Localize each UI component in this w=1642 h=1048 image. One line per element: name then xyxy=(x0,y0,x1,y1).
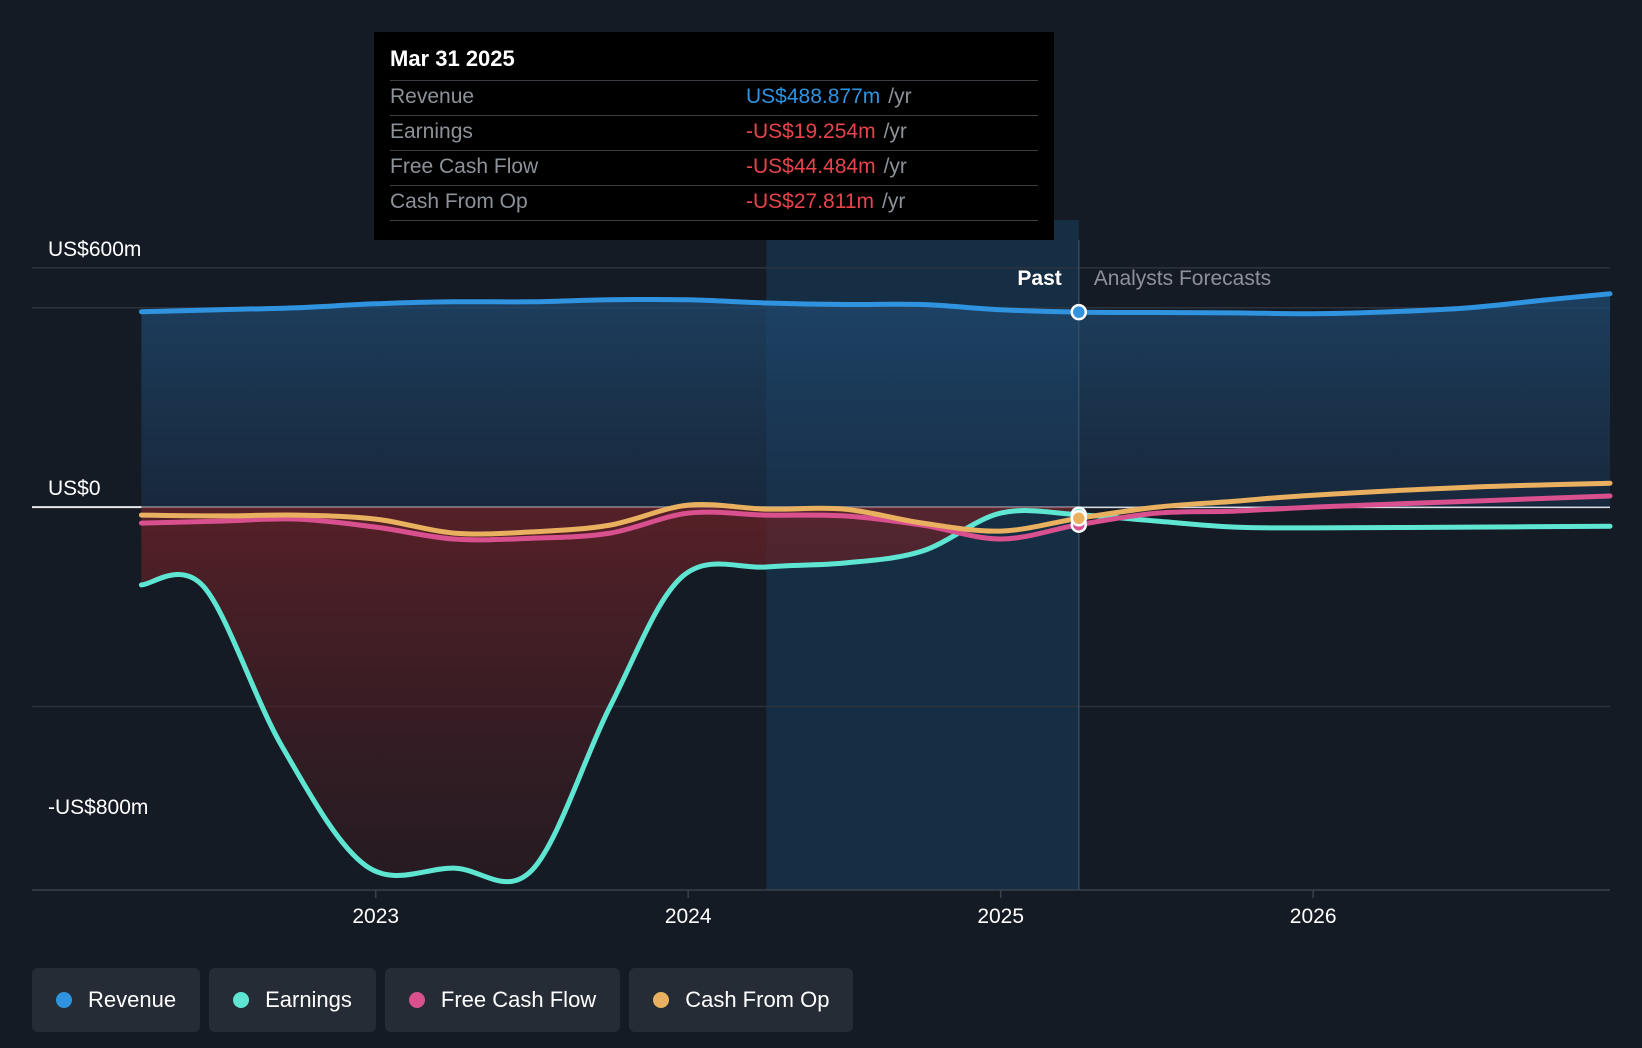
legend-label: Cash From Op xyxy=(685,987,830,1012)
cash-from-op-marker xyxy=(1070,510,1088,527)
legend-dot-icon xyxy=(408,992,425,1008)
tooltip-value: -US$44.484m xyxy=(746,155,876,178)
tooltip-label: Cash From Op xyxy=(390,190,528,213)
tooltip-value: -US$19.254m xyxy=(746,120,876,143)
tooltip-label: Free Cash Flow xyxy=(390,155,539,178)
y-tick-label: US$600m xyxy=(48,238,141,261)
tooltip-row-earnings: Earnings -US$19.254m /yr xyxy=(390,115,1038,150)
tooltip-row-revenue: Revenue US$488.877m /yr xyxy=(390,80,1038,115)
forecast-label: Analysts Forecasts xyxy=(1094,267,1271,290)
axis-labels: US$600m US$0 -US$800m 2023 2024 2025 2026 xyxy=(48,238,1337,928)
tooltip-value: US$488.877m xyxy=(746,85,881,108)
legend-label: Revenue xyxy=(88,987,177,1012)
tooltip-label: Earnings xyxy=(390,120,473,143)
tooltip-unit: /yr xyxy=(883,120,907,143)
x-tick-label: 2026 xyxy=(1290,905,1337,928)
tooltip-label: Revenue xyxy=(390,85,475,108)
legend-item-cash-from-op[interactable]: Cash From Op xyxy=(629,968,854,1032)
x-tick-label: 2025 xyxy=(977,905,1024,928)
area-fills xyxy=(141,293,1610,882)
legend-dot-icon xyxy=(233,992,250,1008)
y-tick-label: US$0 xyxy=(48,477,101,500)
x-tick-label: 2023 xyxy=(352,905,399,928)
revenue-line xyxy=(138,291,1613,317)
tooltip: Mar 31 2025 Revenue US$488.877m /yr Earn… xyxy=(374,32,1054,240)
x-tick-label: 2024 xyxy=(665,905,712,928)
legend-dot-icon xyxy=(56,992,72,1008)
series-lines xyxy=(138,291,1613,885)
legend: Revenue Earnings Free Cash Flow Cash Fro… xyxy=(32,968,854,1032)
legend-item-revenue[interactable]: Revenue xyxy=(32,968,201,1032)
tooltip-row-free-cash-flow: Free Cash Flow -US$44.484m /yr xyxy=(390,150,1038,185)
tooltip-markers xyxy=(1070,303,1088,533)
tooltip-unit: /yr xyxy=(882,190,906,213)
legend-dot-icon xyxy=(653,992,670,1008)
revenue-marker xyxy=(1070,303,1088,321)
free-cash-flow-line xyxy=(138,493,1613,543)
tooltip-value: -US$27.811m xyxy=(746,190,875,213)
legend-label: Earnings xyxy=(265,987,352,1012)
tooltip-date: Mar 31 2025 xyxy=(390,46,515,71)
earnings-area xyxy=(141,507,1079,882)
past-label: Past xyxy=(1017,267,1061,290)
earnings-line xyxy=(138,508,1613,885)
tooltip-unit: /yr xyxy=(883,155,907,178)
cash-from-op-line xyxy=(138,480,1613,537)
tooltip-unit: /yr xyxy=(888,85,912,108)
legend-item-earnings[interactable]: Earnings xyxy=(209,968,376,1032)
y-tick-label: -US$800m xyxy=(48,796,148,819)
legend-item-free-cash-flow[interactable]: Free Cash Flow xyxy=(384,968,621,1032)
revenue-area xyxy=(141,293,1610,508)
tooltip-row-cash-from-op: Cash From Op -US$27.811m /yr xyxy=(390,185,1038,221)
legend-label: Free Cash Flow xyxy=(440,987,597,1012)
